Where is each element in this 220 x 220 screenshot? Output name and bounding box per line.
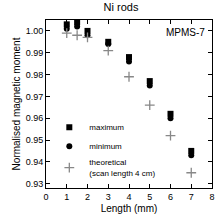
svg-text:0.99: 0.99 xyxy=(26,48,44,58)
svg-text:8: 8 xyxy=(209,192,214,202)
svg-text:MPMS-7: MPMS-7 xyxy=(166,27,205,38)
svg-text:3: 3 xyxy=(106,192,111,202)
svg-text:2: 2 xyxy=(85,192,90,202)
svg-text:5: 5 xyxy=(147,192,152,202)
svg-text:Normalised magnetic moment: Normalised magnetic moment xyxy=(11,37,22,170)
svg-text:Ni rods: Ni rods xyxy=(104,1,139,13)
svg-text:1.00: 1.00 xyxy=(26,26,44,36)
svg-text:0.94: 0.94 xyxy=(26,157,44,167)
svg-text:0.97: 0.97 xyxy=(26,92,44,102)
svg-text:0.98: 0.98 xyxy=(26,70,44,80)
svg-text:7: 7 xyxy=(189,192,194,202)
svg-text:theoretical(scan length 4 cm): theoretical(scan length 4 cm) xyxy=(89,158,155,177)
svg-text:0.93: 0.93 xyxy=(26,179,44,189)
svg-text:0: 0 xyxy=(43,192,48,202)
svg-text:4: 4 xyxy=(126,192,131,202)
svg-text:maximum: maximum xyxy=(89,123,124,132)
svg-text:0.95: 0.95 xyxy=(26,135,44,145)
svg-text:6: 6 xyxy=(168,192,173,202)
svg-text:0.96: 0.96 xyxy=(26,113,44,123)
svg-text:minimum: minimum xyxy=(89,142,122,151)
svg-text:Length (mm): Length (mm) xyxy=(101,203,158,214)
svg-text:1: 1 xyxy=(64,192,69,202)
